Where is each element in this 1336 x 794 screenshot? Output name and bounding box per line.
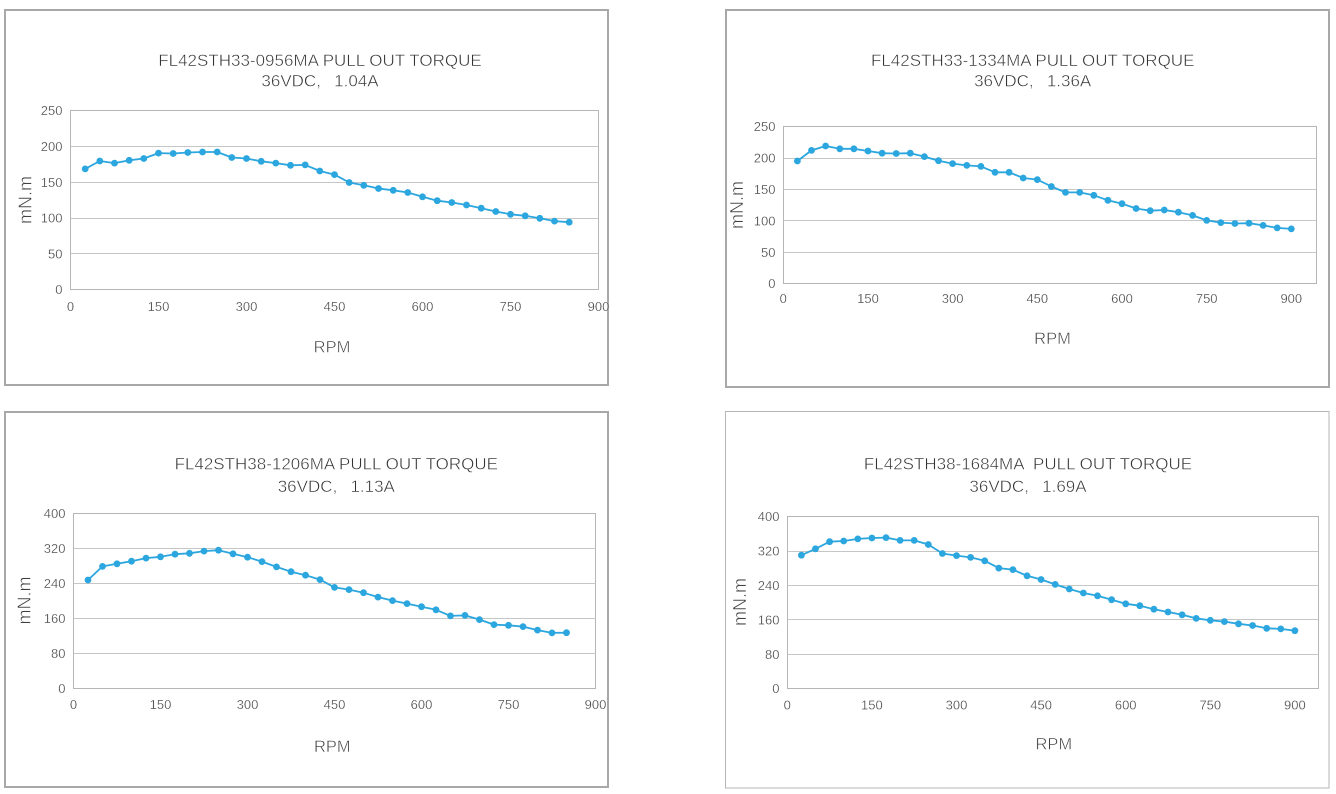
svg-text:FL42STH38-1684MA PULL OUT TOR: FL42STH38-1684MA PULL OUT TORQUE — [864, 455, 1192, 474]
svg-text:100: 100 — [754, 213, 776, 228]
svg-text:mN.m: mN.m — [727, 181, 747, 229]
svg-text:450: 450 — [1026, 291, 1048, 306]
svg-text:900: 900 — [1284, 698, 1306, 713]
svg-text:150: 150 — [861, 698, 883, 713]
svg-text:250: 250 — [41, 103, 63, 118]
svg-text:300: 300 — [237, 697, 259, 712]
svg-text:750: 750 — [498, 697, 520, 712]
svg-text:400: 400 — [44, 506, 66, 521]
svg-text:0: 0 — [772, 681, 779, 696]
svg-text:100: 100 — [41, 211, 63, 226]
svg-text:mN.m: mN.m — [15, 577, 35, 625]
svg-text:0: 0 — [70, 697, 77, 712]
svg-text:RPM: RPM — [1035, 736, 1072, 754]
svg-text:300: 300 — [236, 299, 258, 314]
svg-text:0: 0 — [58, 681, 65, 696]
svg-text:400: 400 — [758, 509, 780, 524]
svg-text:50: 50 — [761, 245, 775, 260]
svg-text:0: 0 — [780, 291, 787, 306]
svg-text:50: 50 — [48, 246, 62, 261]
svg-text:150: 150 — [148, 299, 170, 314]
svg-text:36VDC, 1.04A: 36VDC, 1.04A — [261, 72, 379, 91]
svg-text:150: 150 — [41, 175, 63, 190]
svg-text:150: 150 — [857, 291, 879, 306]
svg-text:200: 200 — [41, 139, 63, 154]
svg-text:600: 600 — [1111, 291, 1133, 306]
svg-text:mN.m: mN.m — [730, 578, 750, 626]
svg-text:240: 240 — [44, 576, 66, 591]
svg-text:250: 250 — [754, 119, 776, 134]
svg-text:80: 80 — [765, 647, 779, 662]
svg-text:0: 0 — [55, 282, 62, 297]
svg-text:FL42STH38-1206MA PULL OUT TORQ: FL42STH38-1206MA PULL OUT TORQUE — [175, 455, 498, 474]
svg-text:160: 160 — [44, 611, 66, 626]
svg-text:240: 240 — [758, 578, 780, 593]
svg-text:36VDC, 1.36A: 36VDC, 1.36A — [974, 72, 1092, 91]
svg-text:900: 900 — [585, 697, 607, 712]
svg-text:0: 0 — [768, 276, 775, 291]
svg-text:0: 0 — [784, 698, 791, 713]
svg-text:900: 900 — [1280, 291, 1302, 306]
svg-text:600: 600 — [411, 697, 433, 712]
svg-text:200: 200 — [754, 151, 776, 166]
svg-text:900: 900 — [588, 299, 610, 314]
svg-text:320: 320 — [758, 544, 780, 559]
svg-text:450: 450 — [1030, 698, 1052, 713]
svg-text:300: 300 — [946, 698, 968, 713]
svg-text:150: 150 — [150, 697, 172, 712]
svg-text:160: 160 — [758, 612, 780, 627]
svg-text:FL42STH33-0956MA PULL OUT TORQ: FL42STH33-0956MA PULL OUT TORQUE — [158, 51, 481, 70]
svg-text:450: 450 — [324, 299, 346, 314]
svg-text:150: 150 — [754, 182, 776, 197]
svg-text:mN.m: mN.m — [16, 176, 36, 224]
svg-text:750: 750 — [500, 299, 522, 314]
svg-text:80: 80 — [51, 646, 65, 661]
svg-text:RPM: RPM — [314, 339, 351, 357]
svg-text:36VDC, 1.13A: 36VDC, 1.13A — [278, 477, 396, 496]
svg-text:600: 600 — [412, 299, 434, 314]
svg-text:320: 320 — [44, 541, 66, 556]
svg-text:0: 0 — [67, 299, 74, 314]
svg-text:RPM: RPM — [1034, 330, 1071, 348]
svg-text:FL42STH33-1334MA PULL OUT TORQ: FL42STH33-1334MA PULL OUT TORQUE — [871, 51, 1194, 70]
svg-text:300: 300 — [942, 291, 964, 306]
svg-text:36VDC, 1.69A: 36VDC, 1.69A — [969, 477, 1087, 496]
svg-text:600: 600 — [1115, 698, 1137, 713]
svg-text:RPM: RPM — [314, 738, 351, 756]
svg-text:750: 750 — [1199, 698, 1221, 713]
svg-text:450: 450 — [324, 697, 346, 712]
svg-text:750: 750 — [1196, 291, 1218, 306]
